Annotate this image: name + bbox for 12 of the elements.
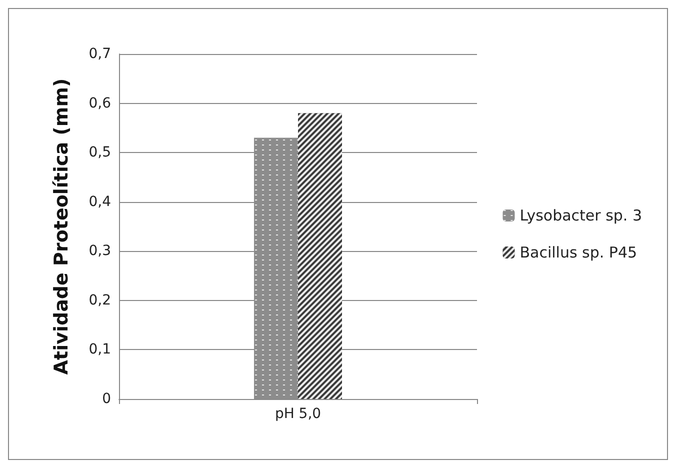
y-tick-label: 0 bbox=[102, 391, 111, 407]
legend-label: Bacillus sp. P45 bbox=[520, 244, 638, 262]
y-tick-label: 0,6 bbox=[88, 95, 112, 112]
y-tick-label: 0,1 bbox=[88, 342, 111, 358]
y-tick-label: 0,3 bbox=[88, 243, 111, 260]
y-axis-title: Atividade Proteolítica (mm) bbox=[50, 78, 72, 375]
legend-label: Lysobacter sp. 3 bbox=[520, 206, 642, 224]
y-tick-label: 0,4 bbox=[88, 194, 112, 210]
x-tick-label: pH 5,0 bbox=[274, 406, 322, 422]
y-tick-label: 0,7 bbox=[88, 46, 111, 62]
y-tick-label: 0,2 bbox=[88, 292, 111, 308]
y-tick-label: 0,5 bbox=[88, 144, 111, 161]
